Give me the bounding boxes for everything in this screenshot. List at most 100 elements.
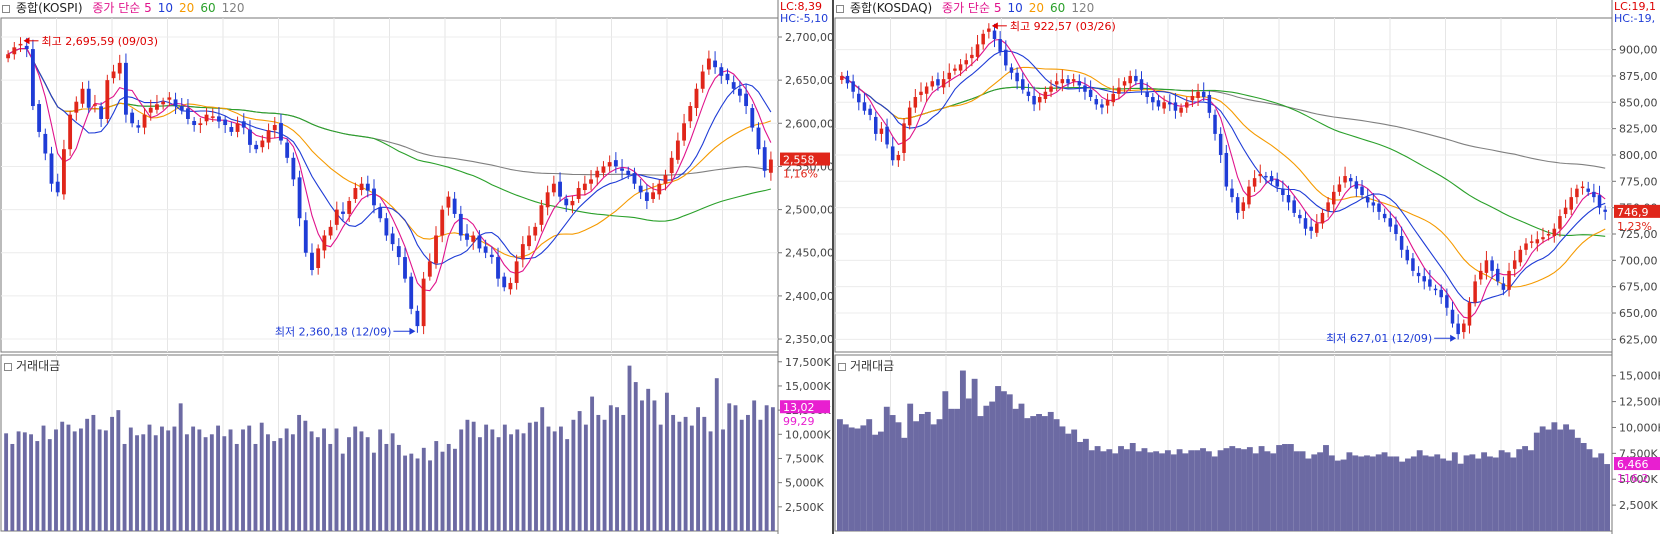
high-annotation: 최고 2,695,59 (09/03) [42,35,159,48]
candle-body [694,88,699,109]
volume-bar [453,448,457,531]
candle-body [1054,81,1059,85]
candle-body [868,108,872,115]
candle-body [564,198,569,206]
volume-bar [1094,446,1101,531]
candle-body [857,93,861,103]
volume-bar [1469,454,1476,531]
volume-bar [1598,453,1605,531]
volume-bar [936,419,943,531]
volume-bar [1504,452,1511,531]
kospi-chart: 2,700,002,650,002,600,002,550,002,500,00… [0,0,832,534]
panel-toggle-icon[interactable] [2,4,10,13]
volume-bar [191,426,196,531]
candle-body [1467,302,1472,326]
candle-body [1371,202,1376,206]
volume-bar [1205,451,1212,531]
candle-body [1281,188,1285,196]
candle-body [913,97,918,108]
candle-body [446,196,451,208]
volume-bar [241,429,245,531]
volume-bar [758,419,763,531]
volume-bar [22,432,27,531]
candle-body [99,106,104,119]
candle-body [477,235,482,249]
volume-bar [1123,449,1130,531]
candle-body [489,254,494,258]
candle-body [1603,209,1607,212]
low-arrow-head [1450,334,1457,342]
candle-body [186,108,190,119]
y-tick-label: 625,00 [1619,333,1658,346]
y-tick-label: 825,00 [1619,123,1658,136]
volume-bar [696,407,701,531]
y-tick-label: 2,600,00 [785,117,832,130]
candle-body [539,205,544,225]
volume-bar [41,425,46,531]
candle-body [1348,178,1353,182]
volume-tick-label: 2,500K [1619,499,1658,512]
candle-body [316,248,321,269]
low-arrow-head [409,327,416,335]
volume-toggle-icon[interactable] [4,362,12,371]
volume-bar [989,401,996,531]
candle-body [1558,216,1562,229]
volume-bar [1159,453,1165,531]
volume-bar [1246,447,1253,531]
candle-body [1298,214,1302,219]
candle-body [1445,295,1449,308]
volume-bar [484,424,489,531]
candle-body [179,106,184,111]
candle-body [1490,260,1494,271]
volume-bar [78,428,83,531]
ma10-line [841,50,1606,304]
candle-body [1541,237,1545,240]
volume-bar [842,424,849,531]
candle-body [43,133,48,154]
volume-bar [1381,452,1388,531]
candle-body [167,97,172,100]
volume-bar [353,426,358,531]
volume-bar [658,424,663,531]
y-tick-label: 2,500,00 [785,204,832,217]
panel-toggle-icon[interactable] [836,4,844,13]
candle-body [675,140,680,160]
volume-bar [746,414,750,531]
volume-bar [428,460,432,531]
volume-bar [930,424,937,531]
volume-toggle-icon[interactable] [838,362,846,371]
current-change-label: 1,16% [783,168,818,181]
panel-divider[interactable] [832,0,834,534]
volume-bar [253,443,258,531]
volume-bar [1358,456,1365,531]
candle-body [155,104,159,110]
ma20-line [841,66,1606,288]
y-tick-label: 2,650,00 [785,74,832,87]
candle-body [1071,79,1076,82]
volume-bar [1528,450,1534,531]
volume-bar [1387,456,1394,531]
candle-body [192,120,197,126]
candle-body [1026,91,1031,96]
volume-bar [365,437,370,531]
volume-bar [527,422,532,531]
candle-body [1394,224,1398,234]
candle-body [1320,212,1325,224]
candle-body [1258,173,1263,177]
volume-bar [184,434,189,531]
candle-body [30,49,35,107]
candle-body [347,200,352,214]
candle-body [1021,79,1025,90]
candle-body [890,146,895,161]
candle-body [266,130,271,143]
candle-body [1173,102,1178,111]
y-tick-label: 700,00 [1619,254,1658,267]
volume-bar [434,441,439,531]
candle-body [1088,89,1093,98]
candle-body [1343,176,1347,183]
volume-bar [577,411,582,531]
candle-body [1569,197,1573,210]
candle-body [644,192,649,201]
volume-bar [409,453,414,531]
volume-bar [1077,441,1083,531]
